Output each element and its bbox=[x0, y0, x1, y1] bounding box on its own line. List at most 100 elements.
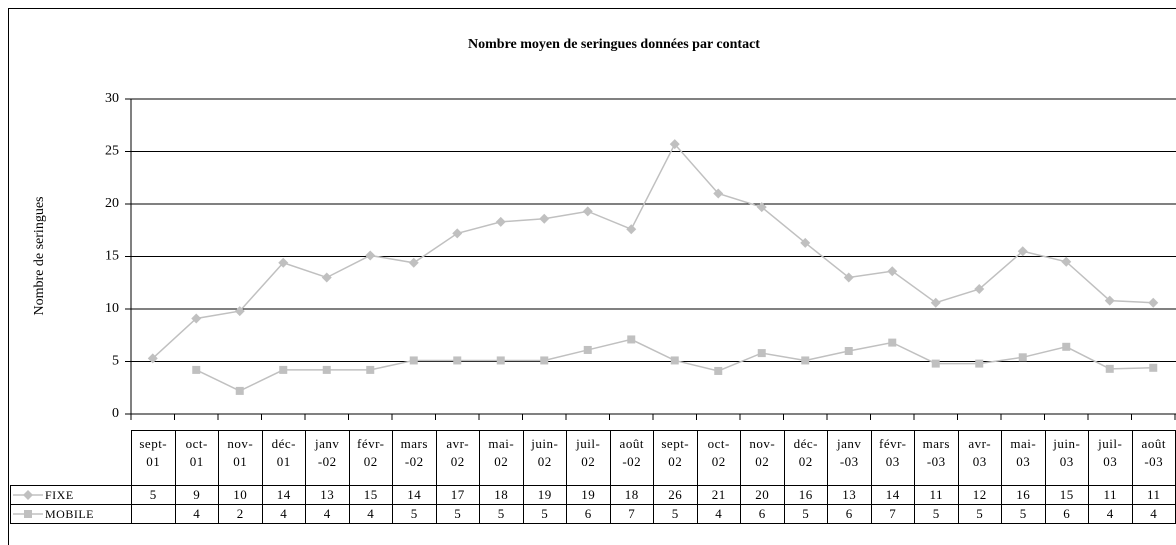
value-cell: 6 bbox=[827, 504, 872, 524]
value-cell: 18 bbox=[479, 485, 524, 505]
value-cell bbox=[131, 504, 176, 524]
marker bbox=[974, 284, 985, 295]
category-cell: juil-02 bbox=[566, 430, 611, 486]
marker bbox=[801, 356, 810, 365]
category-cell: août-02 bbox=[609, 430, 654, 486]
category-cell: juin-02 bbox=[522, 430, 567, 486]
marker bbox=[365, 250, 376, 261]
marker bbox=[539, 213, 550, 224]
value-cell: 4 bbox=[1088, 504, 1133, 524]
value-cell: 5 bbox=[653, 504, 698, 524]
value-cell: 6 bbox=[566, 504, 611, 524]
value-cell: 17 bbox=[435, 485, 480, 505]
value-cell: 10 bbox=[218, 485, 263, 505]
value-cell: 6 bbox=[740, 504, 785, 524]
value-cell: 14 bbox=[261, 485, 306, 505]
marker bbox=[366, 365, 375, 374]
marker bbox=[1105, 364, 1114, 373]
y-axis-label: Nombre de seringues bbox=[32, 197, 47, 316]
category-cell: mars-03 bbox=[914, 430, 959, 486]
category-cell: mars-02 bbox=[392, 430, 437, 486]
marker bbox=[714, 366, 723, 375]
marker bbox=[844, 347, 853, 355]
category-cell: oct-01 bbox=[174, 430, 219, 486]
marker bbox=[191, 313, 202, 324]
value-cell: 5 bbox=[131, 485, 176, 505]
marker bbox=[192, 365, 201, 374]
value-cell: 15 bbox=[1044, 485, 1089, 505]
marker bbox=[453, 356, 462, 365]
value-cell: 11 bbox=[1131, 485, 1176, 505]
value-cell: 5 bbox=[957, 504, 1002, 524]
category-cell: janv-03 bbox=[827, 430, 872, 486]
marker bbox=[669, 139, 680, 150]
marker bbox=[800, 237, 811, 248]
value-cell: 19 bbox=[522, 485, 567, 505]
marker bbox=[321, 272, 332, 283]
category-cell: sept-01 bbox=[131, 430, 176, 486]
marker bbox=[888, 338, 897, 347]
value-cell: 2 bbox=[218, 504, 263, 524]
value-cell: 11 bbox=[1088, 485, 1133, 505]
series-line bbox=[152, 142, 1154, 359]
value-cell: 9 bbox=[174, 485, 219, 505]
marker bbox=[147, 353, 158, 364]
value-cell: 21 bbox=[696, 485, 741, 505]
y-tick-label: 15 bbox=[105, 249, 119, 264]
marker bbox=[756, 202, 767, 213]
marker bbox=[931, 359, 940, 368]
value-cell: 13 bbox=[827, 485, 872, 505]
value-cell: 4 bbox=[1131, 504, 1176, 524]
y-tick-label: 30 bbox=[105, 91, 119, 106]
category-cell: mai-03 bbox=[1001, 430, 1046, 486]
value-cell: 4 bbox=[696, 504, 741, 524]
value-cell: 5 bbox=[783, 504, 828, 524]
category-cell: août-03 bbox=[1131, 430, 1176, 486]
legend-entry: MOBILE bbox=[10, 504, 132, 524]
value-cell: 14 bbox=[392, 485, 437, 505]
legend-key bbox=[13, 490, 43, 500]
legend-key bbox=[13, 510, 43, 518]
marker bbox=[843, 272, 854, 283]
y-tick-label: 0 bbox=[112, 406, 119, 421]
y-tick-label: 25 bbox=[105, 144, 119, 159]
chart-border bbox=[8, 8, 1176, 545]
marker bbox=[278, 257, 289, 268]
y-tick-label: 10 bbox=[105, 301, 119, 316]
value-cell: 5 bbox=[435, 504, 480, 524]
marker bbox=[409, 356, 418, 365]
marker bbox=[757, 349, 766, 358]
category-cell: nov-02 bbox=[740, 430, 785, 486]
category-cell: avr-03 bbox=[957, 430, 1002, 486]
value-cell: 11 bbox=[914, 485, 959, 505]
category-cell: mai-02 bbox=[479, 430, 524, 486]
marker bbox=[1018, 353, 1027, 362]
marker bbox=[670, 356, 679, 365]
y-tick-label: 20 bbox=[105, 196, 119, 211]
marker bbox=[1017, 246, 1028, 257]
value-cell: 13 bbox=[305, 485, 350, 505]
marker bbox=[452, 228, 463, 239]
marker bbox=[24, 510, 32, 518]
marker bbox=[975, 359, 984, 368]
marker bbox=[1104, 295, 1115, 306]
marker bbox=[582, 206, 593, 217]
marker bbox=[930, 297, 941, 308]
y-tick-label: 5 bbox=[112, 354, 119, 369]
value-cell: 20 bbox=[740, 485, 785, 505]
marker bbox=[1062, 342, 1071, 351]
marker bbox=[495, 216, 506, 227]
value-cell: 4 bbox=[305, 504, 350, 524]
category-cell: févr-03 bbox=[870, 430, 915, 486]
marker bbox=[408, 257, 419, 268]
category-cell: sept-02 bbox=[653, 430, 698, 486]
series-line bbox=[195, 338, 1154, 392]
marker bbox=[1061, 256, 1072, 267]
value-cell: 5 bbox=[1001, 504, 1046, 524]
chart-title: Nombre moyen de seringues données par co… bbox=[468, 37, 760, 52]
value-cell: 26 bbox=[653, 485, 698, 505]
category-cell: janv-02 bbox=[305, 430, 350, 486]
category-cell: déc-02 bbox=[783, 430, 828, 486]
value-cell: 18 bbox=[609, 485, 654, 505]
